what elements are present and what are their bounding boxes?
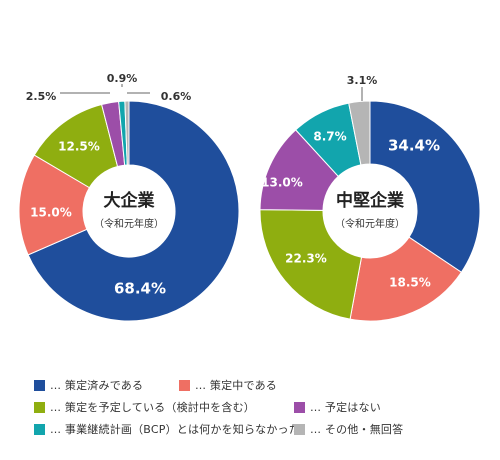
data-label: 18.5% xyxy=(389,276,431,290)
data-label: 8.7% xyxy=(313,130,346,144)
legend-item-completed: … 策定済みである xyxy=(34,377,179,393)
legend-label: … 予定はない xyxy=(310,401,381,414)
legend-swatch xyxy=(34,401,45,413)
legend-swatch xyxy=(34,379,45,391)
data-label: 0.6% xyxy=(161,90,192,103)
donut-center-subtitle: （令和元年度） xyxy=(94,217,164,230)
data-label: 15.0% xyxy=(30,206,72,220)
legend-row: … 策定済みである … 策定中である xyxy=(34,374,494,396)
legend-label: … その他・無回答 xyxy=(310,423,404,436)
legend-item-unknown-bcp: … 事業継続計画（BCP）とは何かを知らなかった xyxy=(34,421,300,437)
data-label: 68.4% xyxy=(114,280,166,298)
donut-center-title: 中堅企業 xyxy=(336,190,404,211)
data-label: 22.3% xyxy=(285,252,327,266)
legend-swatch xyxy=(294,423,305,435)
donut-slice xyxy=(124,100,130,166)
donut-slice xyxy=(27,100,240,322)
data-label: 2.5% xyxy=(26,90,57,103)
legend-item-other: … その他・無回答 xyxy=(294,421,403,437)
legend: … 策定済みである … 策定中である … 策定を予定している（検討中を含む） …… xyxy=(34,374,494,440)
legend-swatch xyxy=(179,379,190,391)
donut-slice xyxy=(348,100,371,166)
donut-center-subtitle: （令和元年度） xyxy=(335,217,405,230)
data-label: 13.0% xyxy=(261,176,303,190)
legend-item-no-plan: … 予定はない xyxy=(294,399,381,415)
legend-row: … 事業継続計画（BCP）とは何かを知らなかった … その他・無回答 xyxy=(34,418,494,440)
legend-item-planned: … 策定を予定している（検討中を含む） xyxy=(34,399,294,415)
donut-slice xyxy=(349,236,463,322)
donut-slice xyxy=(259,209,363,320)
data-label: 3.1% xyxy=(347,74,378,87)
donut-center-title: 大企業 xyxy=(104,190,155,211)
legend-label: … 策定済みである xyxy=(50,379,144,392)
donut-slice xyxy=(369,100,481,273)
legend-label: … 策定中である xyxy=(195,379,277,392)
legend-label: … 策定を予定している（検討中を含む） xyxy=(50,401,255,414)
legend-label: … 事業継続計画（BCP）とは何かを知らなかった xyxy=(50,423,300,436)
donut-charts: 68.4% 15.0% 12.5% 2.5% 0.9% 0.6% 大企業 （令和元年度） 34.… xyxy=(18,72,481,322)
legend-swatch xyxy=(34,423,45,435)
data-label: 0.9% xyxy=(107,72,138,85)
legend-item-in-progress: … 策定中である xyxy=(179,377,277,393)
data-label: 12.5% xyxy=(58,140,100,154)
legend-row: … 策定を予定している（検討中を含む） … 予定はない xyxy=(34,396,494,418)
data-label: 34.4% xyxy=(388,137,440,155)
legend-swatch xyxy=(294,401,305,413)
